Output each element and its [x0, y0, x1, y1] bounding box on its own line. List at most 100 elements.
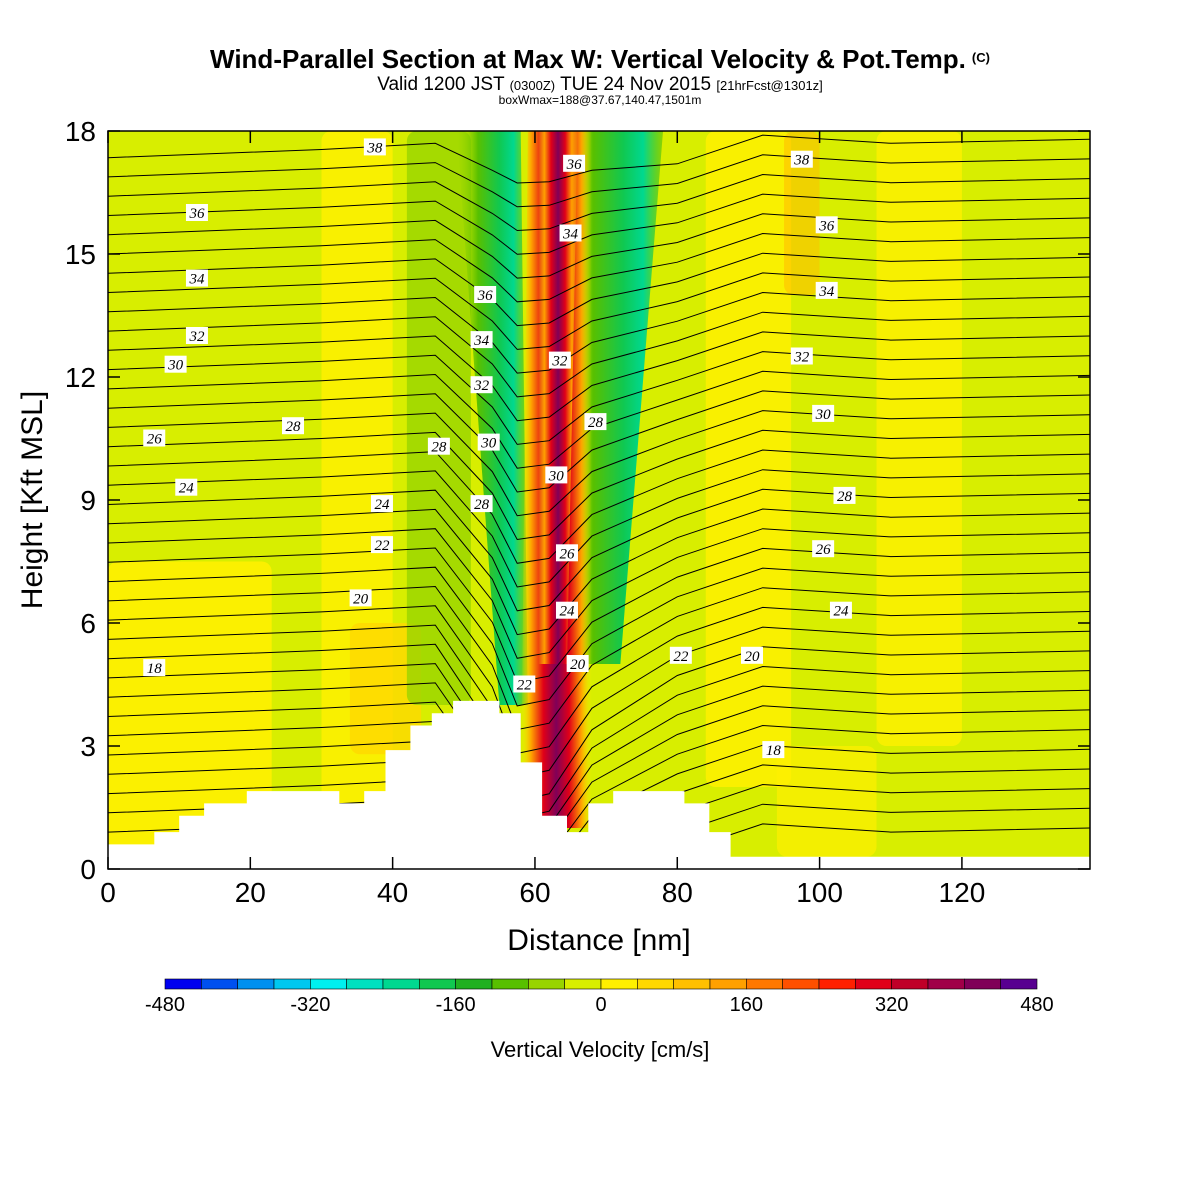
colorbar: -480 -320 -160 0 160 320 480	[145, 978, 1054, 1016]
colorbar-swatch	[927, 978, 965, 990]
terrain-profile	[108, 700, 1090, 869]
contour-label: 18	[766, 743, 782, 759]
contour-label-bg	[143, 659, 166, 677]
colorbar-swatch	[201, 978, 238, 990]
contour-label-bg	[584, 413, 607, 431]
field-patch-7	[776, 746, 877, 857]
colorbar-swatch	[891, 978, 929, 990]
contour-label: 30	[167, 358, 184, 374]
contour-label-bg	[790, 347, 813, 365]
contour-label-bg	[812, 404, 835, 422]
isentrope-line	[108, 624, 1090, 778]
isentrope-line	[108, 252, 1090, 327]
chart-subtitle: Valid 1200 JST (0300Z) TUE 24 Nov 2015 […	[0, 74, 1200, 96]
y-tick-label: 0	[80, 854, 96, 885]
contour-label-bg	[474, 286, 497, 303]
isentrope-line	[108, 331, 1090, 422]
copyright-mark: (C)	[971, 50, 990, 65]
contour-label-bg	[790, 150, 813, 168]
isentrope-line	[108, 528, 1090, 659]
isentrope-line	[108, 291, 1090, 374]
isentrope-line	[108, 232, 1090, 303]
contour-label-bg	[427, 437, 450, 455]
contour-label: 30	[480, 436, 497, 452]
contour-label: 24	[559, 604, 575, 620]
isentrope-line	[108, 663, 1090, 819]
contour-label-bg	[545, 466, 568, 484]
contour-label: 34	[562, 227, 579, 243]
y-tick-label: 9	[80, 485, 96, 516]
contour-label: 28	[837, 489, 853, 505]
colorbar-swatch	[237, 978, 275, 990]
colorbar-swatch	[382, 978, 420, 990]
isentrope-line	[108, 449, 1090, 564]
field-patch-5	[784, 131, 820, 295]
contour-label-bg	[185, 204, 208, 221]
y-tick-label: 12	[65, 362, 96, 393]
isentrope-line	[108, 213, 1090, 279]
updraft-core	[538, 131, 578, 664]
contour-label: 28	[431, 440, 447, 456]
y-tick-label: 15	[65, 239, 96, 270]
isentrope-line	[108, 488, 1090, 612]
isentrope-line	[108, 643, 1090, 802]
contour-label: 34	[188, 272, 205, 288]
terrain-silhouette	[108, 700, 1090, 869]
isentrope-line	[108, 585, 1090, 731]
contour-label: 20	[570, 657, 586, 673]
chart-title: Wind-Parallel Section at Max W: Vertical…	[0, 44, 1200, 75]
contour-labels: 3836343230282624182824222036343230282236…	[143, 138, 856, 759]
colorbar-tick-label: -160	[436, 994, 476, 1016]
isentrope-line	[108, 272, 1090, 350]
y-tick-label: 6	[80, 608, 96, 639]
isentrope-line	[108, 605, 1090, 754]
field-patch-3	[108, 561, 272, 849]
isentrope-line	[108, 429, 1090, 541]
contour-label: 20	[744, 649, 760, 665]
isentrope-line	[108, 311, 1090, 398]
contour-label: 18	[147, 661, 163, 677]
isentrope-line	[108, 547, 1090, 683]
contour-label: 26	[816, 542, 832, 558]
box-info: boxWmax=188@37.67,140.47,1501m	[498, 93, 702, 107]
contour-label: 24	[374, 497, 390, 513]
contour-label: 22	[517, 678, 533, 694]
colorbar-swatch	[855, 978, 892, 990]
contour-label-bg	[185, 269, 208, 287]
colorbar-tick-label: -320	[290, 994, 330, 1016]
contour-label: 36	[477, 288, 494, 304]
contour-label-bg	[164, 355, 187, 373]
vertical-velocity-field	[108, 131, 1090, 869]
contour-label-bg	[815, 281, 838, 299]
contour-label-bg	[282, 417, 305, 435]
contour-label-bg	[559, 224, 582, 242]
contour-label: 34	[473, 333, 490, 349]
contour-label-bg	[470, 495, 493, 513]
x-tick-label: 40	[377, 877, 408, 908]
forecast-info: [21hrFcst@1301z]	[716, 78, 823, 93]
contour-label: 28	[286, 419, 302, 435]
contour-label: 26	[559, 546, 575, 562]
contour-label: 36	[188, 206, 205, 222]
x-tick-label: 80	[662, 877, 693, 908]
isentrope-line	[108, 173, 1090, 232]
valid-time: Valid 1200 JST	[377, 74, 505, 95]
contour-label-bg	[815, 216, 838, 234]
contour-label: 32	[188, 329, 205, 345]
contour-label: 22	[673, 649, 689, 665]
colorbar-tick-label: 320	[875, 994, 908, 1016]
contour-label-bg	[812, 540, 835, 558]
colorbar-swatch	[600, 978, 638, 990]
contour-label-bg	[470, 331, 493, 349]
x-tick-label: 100	[796, 877, 843, 908]
colorbar-swatch	[818, 978, 856, 990]
contour-label-bg	[349, 589, 372, 607]
contour-label-bg	[740, 646, 763, 664]
colorbar-swatch	[419, 978, 456, 990]
contour-label-bg	[555, 544, 578, 562]
colorbar-swatch	[709, 978, 747, 990]
x-tick-label: 60	[519, 877, 550, 908]
isentrope-line	[108, 134, 1090, 184]
